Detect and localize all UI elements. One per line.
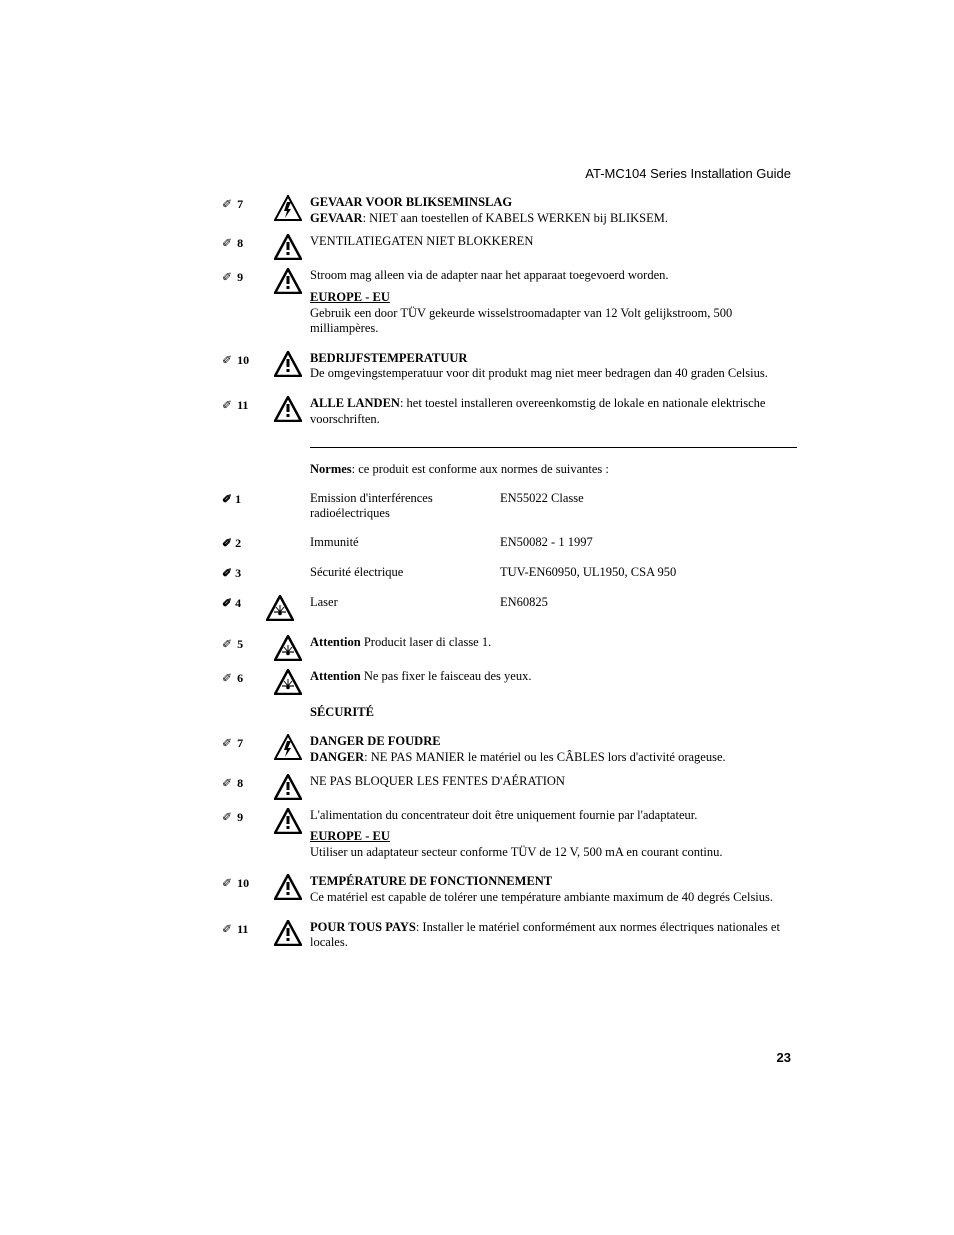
page: AT-MC104 Series Installation Guide ✐ 7 G… <box>0 0 954 1235</box>
warning-row: ✐ 7 DANGER DE FOUDRE DANGER: NE PAS MANI… <box>222 734 797 765</box>
laser-icon <box>266 635 310 661</box>
standard-value: EN50082 - 1 1997 <box>500 535 797 550</box>
running-header: AT-MC104 Series Installation Guide <box>585 166 791 181</box>
ref-num: ✐ 6 <box>222 669 266 686</box>
warning-text: Attention Producit laser di classe 1. <box>310 635 797 651</box>
warning-text: L'alimentation du concentrateur doit êtr… <box>310 808 797 861</box>
standard-name: Sécurité électrique <box>310 565 500 580</box>
ref-num: ✐ 5 <box>222 635 266 652</box>
warning-text: GEVAAR VOOR BLIKSEMINSLAG GEVAAR: NIET a… <box>310 195 797 226</box>
warning-row: ✐ 11 POUR TOUS PAYS: Installer le matéri… <box>222 920 797 951</box>
caution-icon <box>266 234 310 260</box>
laser-icon <box>266 595 310 621</box>
standard-value: TUV-EN60950, UL1950, CSA 950 <box>500 565 797 580</box>
warning-row: ✐ 9 Stroom mag alleen via de adapter naa… <box>222 268 797 337</box>
caution-icon <box>266 920 310 946</box>
ref-num: ✐ 11 <box>222 396 266 413</box>
ref-num: ✐ 7 <box>222 195 266 212</box>
ref-num: ✐ 1 <box>222 491 266 507</box>
warning-row: ✐ 9 L'alimentation du concentrateur doit… <box>222 808 797 861</box>
caution-icon <box>266 808 310 834</box>
ref-num: ✐ 9 <box>222 808 266 825</box>
warning-row: ✐ 6 Attention Ne pas fixer le faisceau d… <box>222 669 797 695</box>
warning-text: DANGER DE FOUDRE DANGER: NE PAS MANIER l… <box>310 734 797 765</box>
ref-num: ✐ 10 <box>222 351 266 368</box>
caution-icon <box>266 268 310 294</box>
warning-row: ✐ 8 VENTILATIEGATEN NIET BLOKKEREN <box>222 234 797 260</box>
section-divider <box>310 447 797 448</box>
ref-num: ✐ 11 <box>222 920 266 937</box>
standard-row: ✐ 1 Emission d'interférences radioélectr… <box>222 491 797 521</box>
standard-name: Immunité <box>310 535 500 550</box>
content-area: ✐ 7 GEVAAR VOOR BLIKSEMINSLAG GEVAAR: NI… <box>222 195 797 959</box>
ref-num: ✐ 7 <box>222 734 266 751</box>
securite-heading: SÉCURITÉ <box>310 705 797 720</box>
warning-row: ✐ 5 Attention Producit laser di classe 1… <box>222 635 797 661</box>
standard-value: EN55022 Classe <box>500 491 797 506</box>
ref-num: ✐ 2 <box>222 535 266 551</box>
warning-text: BEDRIJFSTEMPERATUUR De omgevingstemperat… <box>310 351 797 382</box>
standard-row: ✐ 2 Immunité EN50082 - 1 1997 <box>222 535 797 551</box>
ref-num: ✐ 3 <box>222 565 266 581</box>
warning-row: ✐ 10 BEDRIJFSTEMPERATUUR De omgevingstem… <box>222 351 797 382</box>
standard-value: EN60825 <box>500 595 797 610</box>
standards-intro: Normes: ce produit est conforme aux norm… <box>310 462 797 477</box>
caution-icon <box>266 874 310 900</box>
warning-text: POUR TOUS PAYS: Installer le matériel co… <box>310 920 797 951</box>
laser-icon <box>266 669 310 695</box>
lightning-icon <box>266 734 310 760</box>
caution-icon <box>266 396 310 422</box>
ref-num: ✐ 8 <box>222 774 266 791</box>
ref-num: ✐ 4 <box>222 595 266 611</box>
warning-text: NE PAS BLOQUER LES FENTES D'AÉRATION <box>310 774 797 790</box>
ref-num: ✐ 9 <box>222 268 266 285</box>
caution-icon <box>266 351 310 377</box>
lightning-icon <box>266 195 310 221</box>
standard-name: Emission d'interférences radioélectrique… <box>310 491 500 521</box>
standard-name: Laser <box>310 595 500 610</box>
warning-text: ALLE LANDEN: het toestel installeren ove… <box>310 396 797 427</box>
standard-row: ✐ 4 Laser EN60825 <box>222 595 797 621</box>
ref-num: ✐ 10 <box>222 874 266 891</box>
warning-text: Attention Ne pas fixer le faisceau des y… <box>310 669 797 685</box>
warning-row: ✐ 8 NE PAS BLOQUER LES FENTES D'AÉRATION <box>222 774 797 800</box>
ref-num: ✐ 8 <box>222 234 266 251</box>
warning-text: TEMPÉRATURE DE FONCTIONNEMENT Ce matérie… <box>310 874 797 905</box>
standard-row: ✐ 3 Sécurité électrique TUV-EN60950, UL1… <box>222 565 797 581</box>
warning-row: ✐ 7 GEVAAR VOOR BLIKSEMINSLAG GEVAAR: NI… <box>222 195 797 226</box>
warning-row: ✐ 10 TEMPÉRATURE DE FONCTIONNEMENT Ce ma… <box>222 874 797 905</box>
page-number: 23 <box>777 1050 791 1065</box>
warning-row: ✐ 11 ALLE LANDEN: het toestel installere… <box>222 396 797 427</box>
warning-text: VENTILATIEGATEN NIET BLOKKEREN <box>310 234 797 250</box>
warning-text: Stroom mag alleen via de adapter naar he… <box>310 268 797 337</box>
caution-icon <box>266 774 310 800</box>
